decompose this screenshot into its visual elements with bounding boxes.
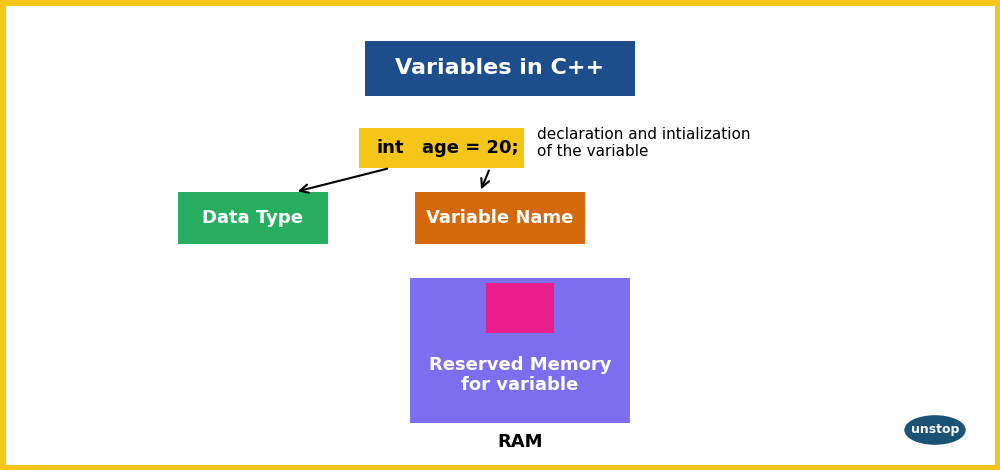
FancyBboxPatch shape <box>365 40 635 95</box>
Text: unstop: unstop <box>911 423 959 437</box>
FancyBboxPatch shape <box>416 128 524 168</box>
FancyBboxPatch shape <box>410 277 630 423</box>
Text: age = 20;: age = 20; <box>422 139 518 157</box>
Text: 20: 20 <box>506 298 534 318</box>
Text: Reserved Memory
for variable: Reserved Memory for variable <box>429 356 611 394</box>
Text: Data Type: Data Type <box>202 209 304 227</box>
FancyBboxPatch shape <box>415 192 585 244</box>
Text: Variable Name: Variable Name <box>426 209 574 227</box>
Text: int: int <box>376 139 404 157</box>
FancyBboxPatch shape <box>178 192 328 244</box>
Text: Variables in C++: Variables in C++ <box>395 58 605 78</box>
FancyBboxPatch shape <box>486 283 554 333</box>
Text: declaration and intialization
of the variable: declaration and intialization of the var… <box>537 127 750 159</box>
Text: RAM: RAM <box>497 433 543 451</box>
FancyBboxPatch shape <box>359 128 421 168</box>
Circle shape <box>905 416 965 444</box>
